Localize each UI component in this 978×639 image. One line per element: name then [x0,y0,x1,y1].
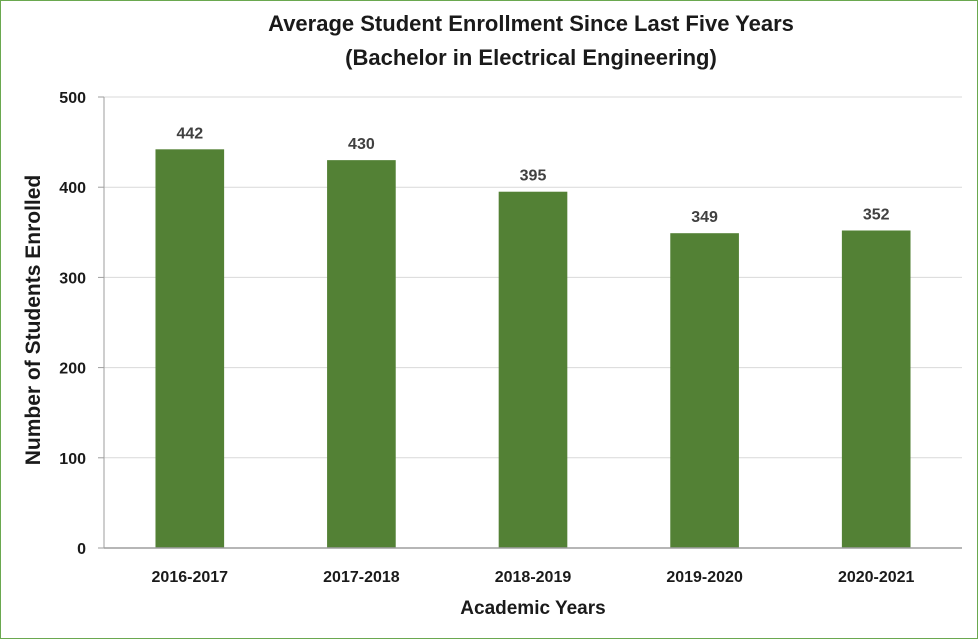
x-tick-label: 2018-2019 [495,569,572,586]
x-tick-label: 2016-2017 [152,569,229,586]
bar-2016-2017 [155,149,225,549]
y-tick-label: 500 [59,90,86,107]
bar-2020-2021 [841,230,911,548]
y-tick-label: 0 [77,541,86,558]
data-label-2016-2017: 442 [176,125,203,142]
bar-2017-2018 [327,160,396,548]
data-label-2019-2020: 349 [691,209,718,226]
chart-subtitle: (Bachelor in Electrical Engineering) [345,45,717,70]
y-tick-label: 200 [59,361,86,378]
y-tick-label: 300 [59,270,86,287]
y-tick-label: 400 [59,180,86,197]
bar-2019-2020 [670,233,739,548]
data-label-2018-2019: 395 [520,168,547,185]
data-label-2020-2021: 352 [863,206,890,223]
data-label-2017-2018: 430 [348,136,375,153]
data-labels: 442 430 395 349 352 [176,125,889,226]
x-tick-label: 2020-2021 [838,569,915,586]
chart-title: Average Student Enrollment Since Last Fi… [268,11,794,36]
x-tick-label: 2019-2020 [666,569,743,586]
y-axis-ticks: 0 100 200 300 400 500 [59,90,104,558]
y-axis-title: Number of Students Enrolled [22,175,45,466]
bars [155,149,911,549]
x-axis-ticks: 2016-2017 2017-2018 2018-2019 2019-2020 2020… [152,569,915,586]
y-tick-label: 100 [59,451,86,468]
x-tick-label: 2017-2018 [323,569,400,586]
bar-2018-2019 [498,191,568,548]
x-axis-title: Academic Years [460,598,605,619]
